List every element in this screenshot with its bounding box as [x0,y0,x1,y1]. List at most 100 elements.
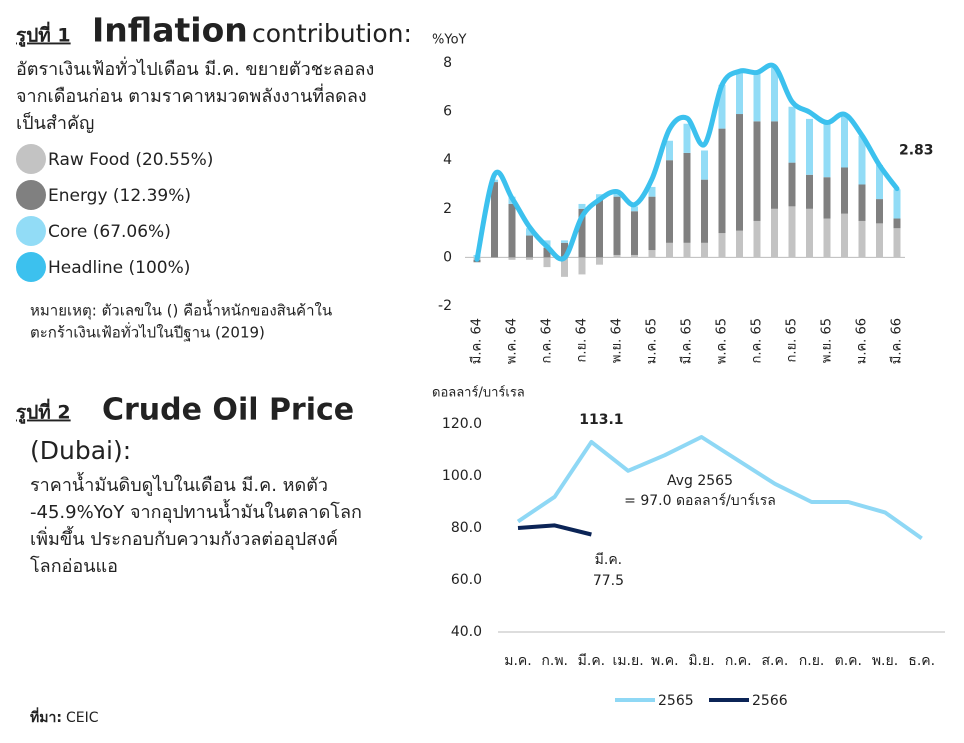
figure-label: รูปที่ 2 [16,399,71,425]
bar-segment [666,160,673,243]
bar-segment [491,182,498,258]
bar-segment [841,213,848,258]
legend-marker [16,216,46,246]
y-tick-label: 100.0 [442,468,482,484]
chart-subtitle: (Dubai): [30,436,131,465]
bar-segment [771,208,778,258]
bar-segment [788,106,796,163]
annotation: 77.5 [593,573,624,589]
chart-title: Crude Oil Price [102,393,354,428]
x-tick-label: ก.ย. 65 [785,318,800,362]
bar-segment [613,254,621,258]
x-tick-label: ส.ค. [761,653,788,669]
value-label: 2.83 [899,143,934,159]
description: เป็นสำคัญ [16,111,94,134]
bar-segment [858,135,866,185]
note: หมายเหตุ: ตัวเลขใน () คือน้ำหนักของสินค้… [30,300,332,321]
bar-segment [893,189,901,219]
x-tick-label: เม.ย. [613,653,644,669]
bar-segment [753,220,761,258]
x-tick-label: ม.ค. [504,653,532,669]
y-tick-label: 40.0 [451,624,482,640]
legend-marker [16,252,46,282]
y-axis-label: %YoY [432,33,467,48]
bar-segment [701,150,708,180]
bar-segment [806,174,813,209]
x-tick-label: พ.ย. 65 [820,318,835,363]
bar-segment [666,242,673,258]
x-tick-label: ก.ย. 64 [575,318,590,362]
bar-segment [823,121,831,178]
bar-segment [631,211,638,255]
description: ราคาน้ำมันดิบดูไบในเดือน มี.ค. หดตัว [30,472,328,496]
description: -45.9%YoY จากอุปทานน้ำมันในตลาดโลก [30,499,362,523]
bar-segment [648,250,656,258]
series-line [516,435,923,541]
bar-segment [631,254,638,258]
bar-segment [806,208,813,258]
y-tick-label: 6 [443,104,452,120]
x-tick-label: ก.พ. [541,653,568,669]
x-tick-label: มี.ค. [578,653,606,669]
bar-segment [841,167,848,214]
legend-marker [16,144,46,174]
bar-segment [788,162,796,207]
legend-label: Headline (100%) [48,258,190,278]
bar-segment [788,206,796,258]
description: เพิ่มขึ้น ประกอบกับความกังวลต่ออุปสงค์ [30,526,338,550]
bar-segment [526,228,533,236]
x-tick-label: ม.ค. 65 [645,318,660,364]
bar-segment [876,223,883,258]
series-line [517,523,592,537]
x-tick-label: พ.ค. [651,653,679,669]
bar-segment [841,114,848,168]
legend-marker [16,180,46,210]
bar-segment [701,179,708,243]
y-tick-label: 120.0 [442,416,482,432]
x-tick-label: พ.ย. [872,653,898,669]
description: อัตราเงินเฟ้อทั่วไปเดือน มี.ค. ขยายตัวชะ… [16,56,374,80]
bar-segment [578,203,586,209]
x-tick-label: ก.ค. 64 [540,318,555,364]
annotation: มี.ค. [595,552,623,568]
bar-segment [561,240,568,243]
bar-segment [771,67,778,122]
x-tick-label: ก.ย. [799,653,825,669]
headline-line [474,62,900,262]
bar-segment [648,186,656,197]
bar-segment [561,257,568,277]
legend-label: 2566 [752,693,788,709]
y-axis-label: ดอลลาร์/บาร์เรล [432,385,525,401]
bar-segment [666,140,673,161]
bar-segment [613,196,621,255]
legend-label: Energy (12.39%) [48,186,191,206]
y-tick-label: 60.0 [451,572,482,588]
bar-segment [806,118,813,175]
chart-title: Inflation [92,11,248,50]
y-tick-label: -2 [438,298,452,314]
bar-segment [543,247,551,258]
bar-segment [876,199,883,224]
y-tick-label: 4 [443,152,452,168]
bar-segment [578,208,586,258]
bar-segment [718,233,726,258]
x-tick-label: ธ.ค. [908,653,935,669]
value-label: 113.1 [579,412,623,428]
note: ตะกร้าเงินเฟ้อทั่วไปในปีฐาน (2019) [30,322,265,342]
chart-subtitle: contribution: [252,19,412,48]
x-tick-label: มี.ค. 65 [679,318,695,364]
y-tick-label: 80.0 [451,520,482,536]
annotation: = 97.0 ดอลลาร์/บาร์เรล [624,492,776,509]
bar-segment [508,257,516,260]
x-tick-label: มี.ค. 66 [889,318,905,364]
x-tick-label: ต.ค. [835,653,862,669]
bar-segment [718,84,726,129]
bar-segment [753,72,761,122]
bar-segment [596,199,603,258]
bar-segment [561,242,568,258]
bar-segment [858,220,866,258]
bar-segment [578,257,586,275]
annotation: Avg 2565 [667,473,733,489]
bar-segment [526,257,533,260]
y-tick-label: 0 [443,249,452,265]
